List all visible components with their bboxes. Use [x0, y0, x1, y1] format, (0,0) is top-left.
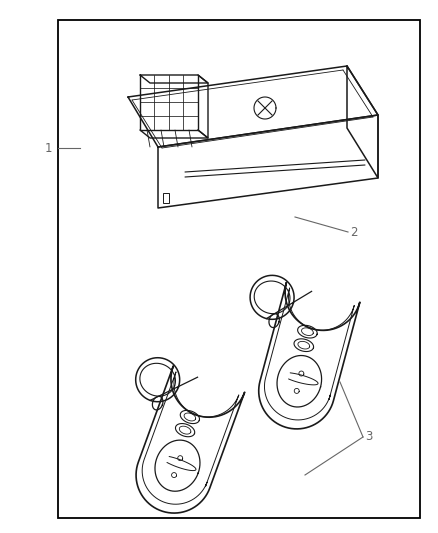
Bar: [163, 193, 169, 203]
Text: 1: 1: [45, 141, 52, 155]
Text: 3: 3: [365, 431, 372, 443]
Text: 2: 2: [350, 225, 357, 238]
Bar: [58, 20, 420, 518]
